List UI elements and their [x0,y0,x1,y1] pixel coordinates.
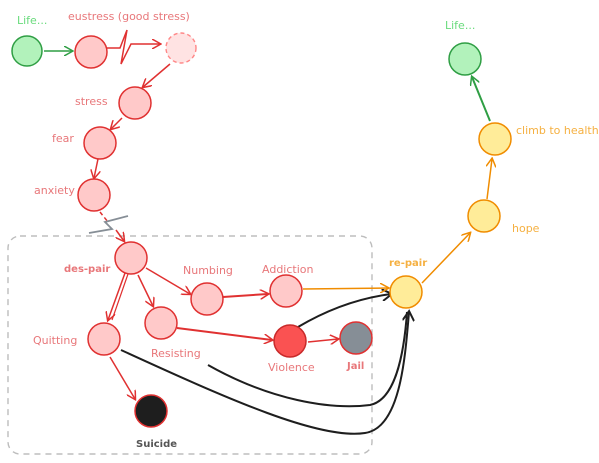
node-eustress-dashed [165,32,197,64]
node-repair [389,275,423,309]
edge-repair-to-hope [421,233,470,284]
edge-addiction-to-repair [302,288,388,289]
edge-despair-to-quitting [108,272,126,320]
label-quitting: Quitting [33,334,77,347]
edge-violence-to-repair [297,294,391,328]
node-suicide [134,394,168,428]
label-violence: Violence [268,361,315,374]
edge-eustress-zigzag [107,29,160,65]
edge-stress-to-fear [111,117,123,129]
node-jail [339,321,373,355]
node-climb [478,122,512,156]
label-eustress: eustress (good stress) [68,10,190,23]
label-climb: climb to health [516,124,599,137]
node-life-end [448,42,482,76]
label-life-end: Life... [445,19,475,32]
edge-hope-to-climb [487,159,492,200]
label-life-start: Life... [17,14,47,27]
label-hope: hope [512,222,540,235]
edge-despair-to-resisting [137,274,153,306]
label-jail: Jail [346,361,364,372]
edge-break-gray [88,215,129,234]
edge-anxiety-to-break [99,211,109,223]
edge-fear-to-anxiety [94,158,98,178]
node-life-start [11,35,43,67]
edge-eustress-to-stress [143,63,171,87]
edge-climb-to-life [472,77,491,122]
label-stress: stress [75,95,108,108]
node-anxiety [77,178,111,212]
node-stress [118,86,152,120]
node-addiction [269,274,303,308]
edge-numbing-to-addiction [222,294,268,297]
label-suicide: Suicide [136,439,177,450]
label-addiction: Addiction [262,263,313,276]
edge-despair-to-numbing [145,267,190,294]
edge-quitting-to-suicide [109,356,135,399]
edge-resisting-to-violence [176,327,272,340]
edge-break-to-despair [116,229,124,241]
edge-quitting-to-repair [120,312,409,435]
node-numbing [190,282,224,316]
label-resisting: Resisting [151,347,201,360]
node-quitting [87,322,121,356]
label-numbing: Numbing [183,264,233,277]
node-resisting [144,306,178,340]
label-anxiety: anxiety [34,184,75,197]
node-despair [114,241,148,275]
edge-violence-to-jail [307,339,338,342]
label-despair: des-pair [64,264,110,275]
despair-group-box [7,235,373,455]
node-eustress [74,35,108,69]
label-repair: re-pair [389,258,427,269]
node-hope [467,199,501,233]
node-fear [83,126,117,160]
label-fear: fear [52,132,74,145]
edge-despair-to-quitting-2 [111,273,129,321]
node-violence [273,324,307,358]
edge-resisting-to-repair [207,311,408,408]
